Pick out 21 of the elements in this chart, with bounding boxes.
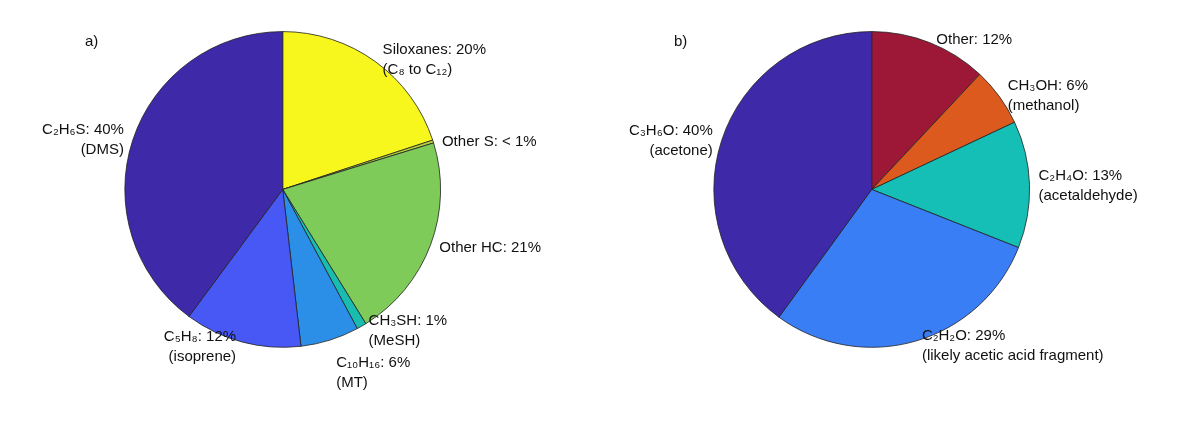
slice-label: Siloxanes: 20% xyxy=(382,39,487,57)
slice-label: Other S: < 1% xyxy=(441,131,537,149)
slice-label: C₂H₆S: 40% xyxy=(42,120,124,138)
text: (acetaldehyde) xyxy=(1038,185,1138,203)
text: (MeSH) xyxy=(368,331,421,349)
text: (C₈ to C₁₂) xyxy=(382,59,453,77)
slice-label: C₂H₄O: 13% xyxy=(1038,165,1123,183)
text: (isoprene) xyxy=(168,347,237,365)
slice-label: C₃H₆O: 40% xyxy=(628,120,713,138)
slice-label: CH₃OH: 6% xyxy=(1007,75,1088,93)
text: (likely acetic acid fragment) xyxy=(921,346,1104,364)
slice-label: C₁₀H₁₆: 6% xyxy=(336,353,411,371)
slice-label: CH₃SH: 1% xyxy=(368,311,448,329)
slice-label: Other HC: 21% xyxy=(439,237,542,255)
text: (methanol) xyxy=(1007,95,1080,113)
text: (MT) xyxy=(336,373,368,391)
chart-title: b) xyxy=(674,32,688,49)
slice-label: Other: 12% xyxy=(936,30,1013,48)
chart-title: a) xyxy=(85,32,99,49)
text: (DMS) xyxy=(80,140,124,158)
text: (acetone) xyxy=(649,140,713,158)
